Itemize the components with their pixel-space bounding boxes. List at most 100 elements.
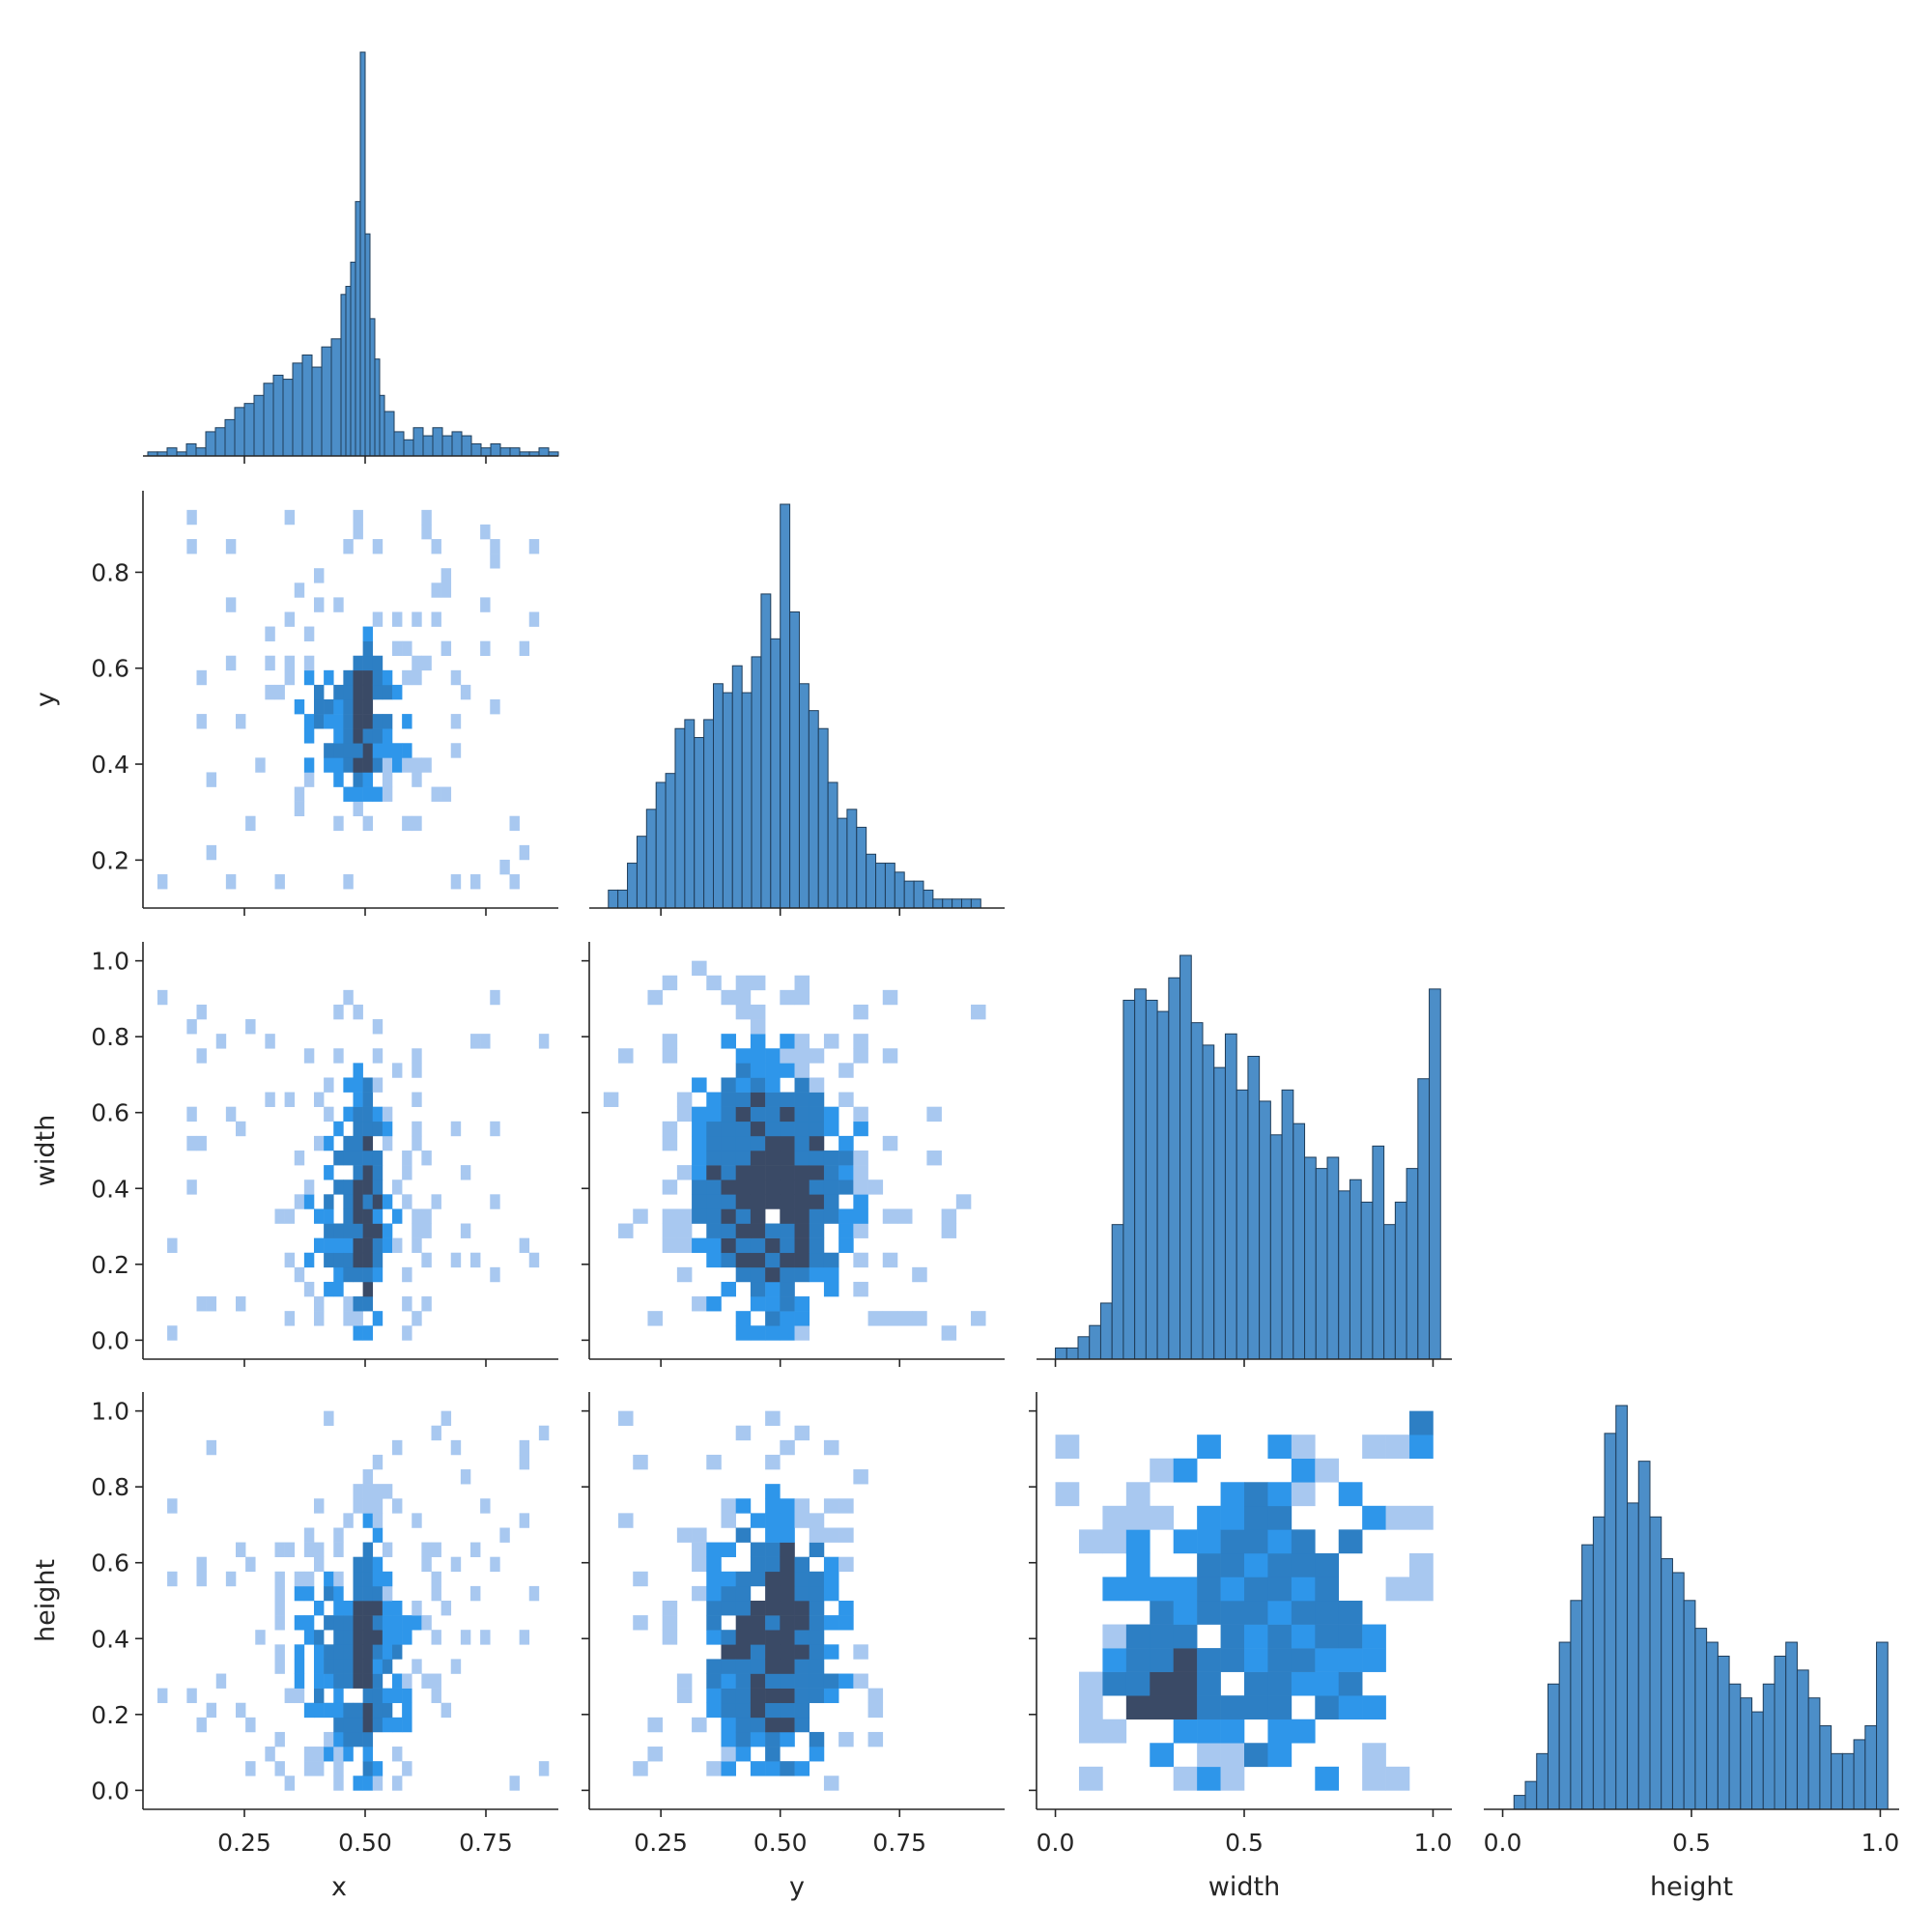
heatmap-cell: [343, 1702, 354, 1719]
heatmap-cell: [750, 1513, 766, 1528]
heatmap-cell: [372, 1454, 384, 1470]
heatmap-cell: [362, 1556, 374, 1573]
heatmap-cell: [353, 1325, 363, 1341]
heatmap-cell: [519, 1439, 530, 1456]
heatmap-cell: [1315, 1648, 1340, 1672]
heatmap-cell: [382, 1121, 393, 1137]
heatmap-cell: [809, 1048, 825, 1064]
heatmap-cell: [255, 757, 266, 773]
heatmap-cell: [470, 874, 481, 890]
heatmap-cell: [765, 1151, 781, 1166]
heatmap-cell: [1315, 1766, 1340, 1791]
heatmap-cell: [971, 1311, 986, 1326]
y-tick-label: 0.2: [91, 1701, 129, 1729]
heatmap-cell: [333, 1702, 344, 1719]
heatmap-cell: [1244, 1505, 1268, 1530]
heatmap-cell: [780, 1179, 795, 1195]
heatmap-cell: [402, 1673, 412, 1689]
heatmap-cell: [196, 1717, 207, 1733]
heatmap-cell: [284, 669, 296, 686]
heatmap-cell: [236, 1542, 246, 1557]
heatmap-cell: [735, 989, 752, 1006]
heatmap-cell: [196, 1296, 207, 1312]
heatmap-cell: [721, 1571, 736, 1587]
heatmap-cell: [780, 1542, 795, 1557]
heatmap-cell: [362, 1659, 374, 1674]
histogram-bar: [1558, 1641, 1572, 1810]
heatmap-cell: [343, 1266, 354, 1283]
heatmap-cell: [431, 1542, 441, 1557]
heatmap-cell: [1291, 1648, 1316, 1672]
heatmap-cell: [1173, 1529, 1198, 1554]
heatmap-cell: [676, 1223, 693, 1238]
heatmap-cell: [314, 597, 325, 612]
histogram-bar: [684, 719, 696, 909]
heatmap-cell: [392, 1063, 403, 1078]
histogram-bar: [1417, 1078, 1431, 1360]
heatmap-cell: [362, 772, 374, 787]
x-tick-label: 0.75: [459, 1829, 513, 1857]
histogram-bar: [1269, 1134, 1283, 1360]
heatmap-cell: [412, 1048, 422, 1064]
heatmap-cell: [735, 1194, 752, 1209]
heatmap-cell: [372, 786, 384, 802]
heatmap-cell: [750, 1151, 766, 1166]
heatmap-cell: [750, 1630, 766, 1645]
heatmap-cell: [392, 1673, 403, 1689]
heatmap-cell: [706, 1165, 722, 1180]
heatmap-cell: [324, 1673, 334, 1689]
heatmap-cell: [809, 1121, 825, 1137]
heatmap-cell: [794, 1237, 810, 1254]
heatmap-cell: [353, 786, 363, 802]
heatmap-cell: [343, 1311, 354, 1326]
heatmap-cell: [809, 1179, 825, 1195]
heatmap-cell: [206, 1296, 217, 1312]
heatmap-cell: [1220, 1552, 1245, 1577]
heatmap-cell: [372, 1106, 384, 1122]
heatmap-cell: [1125, 1529, 1151, 1554]
x-tick-label: 0.0: [1037, 1829, 1075, 1857]
heatmap-cell: [750, 1673, 766, 1689]
histogram-bar: [1259, 1100, 1271, 1360]
heatmap-cell: [245, 1717, 256, 1733]
heatmap-cell: [794, 1151, 810, 1166]
heatmap-cell: [324, 1731, 334, 1747]
heatmap-cell: [750, 1135, 766, 1151]
heatmap-cell: [1291, 1624, 1316, 1649]
histogram-bar: [894, 871, 905, 909]
heatmap-cell: [392, 1179, 403, 1195]
heatmap-cell: [265, 684, 275, 700]
histogram-bar: [961, 898, 972, 909]
heatmap-cell: [1102, 1577, 1127, 1602]
histogram-bar: [1145, 999, 1158, 1360]
heatmap-cell: [809, 1208, 825, 1224]
heatmap-cell: [794, 1615, 810, 1631]
histogram-bar: [1281, 1089, 1294, 1360]
heatmap-cell: [765, 1179, 781, 1195]
heatmap-cell: [284, 655, 296, 671]
heatmap-cell: [1409, 1577, 1434, 1602]
heatmap-cell: [353, 1717, 363, 1733]
heatmap-cell: [853, 1208, 868, 1224]
heatmap-cell: [490, 989, 500, 1006]
heatmap-cell: [412, 1121, 422, 1137]
heatmap-cell: [392, 1237, 403, 1254]
heatmap-cell: [647, 1311, 663, 1326]
heatmap-cell: [1173, 1695, 1198, 1720]
heatmap-cell: [706, 1237, 722, 1254]
heatmap-cell: [780, 1325, 795, 1341]
histogram-bar: [1065, 1347, 1079, 1360]
heatmap-cell: [255, 1630, 266, 1645]
heatmap-cell: [499, 1527, 510, 1543]
heatmap-cell: [706, 1556, 722, 1573]
heatmap-cell: [412, 772, 422, 787]
heatmap-cell: [750, 1556, 766, 1573]
heatmap-cell: [1362, 1648, 1386, 1672]
heatmap-cell: [362, 743, 374, 758]
heatmap-cell: [765, 1615, 781, 1631]
heatmap-cell: [823, 1776, 839, 1791]
heatmap-cell: [353, 1135, 363, 1151]
heatmap-cell: [333, 1601, 344, 1616]
heatmap-cell: [528, 539, 540, 554]
heatmap-cell: [735, 1688, 752, 1704]
